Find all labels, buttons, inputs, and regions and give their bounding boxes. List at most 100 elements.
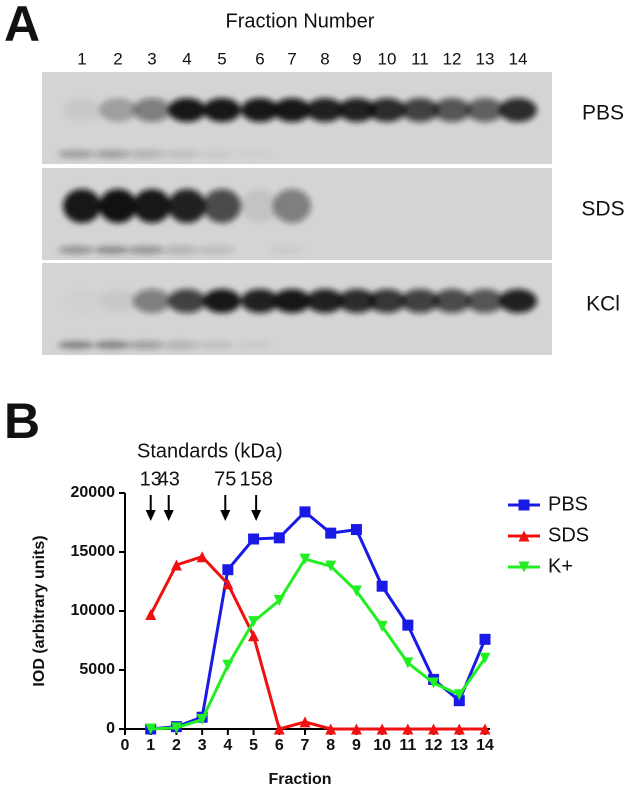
marker [273, 594, 285, 606]
lane-label: 3 [147, 49, 156, 68]
band [273, 189, 311, 223]
marker [402, 723, 414, 735]
lane-label: 7 [287, 49, 296, 68]
lane-label: 12 [443, 49, 462, 68]
band [198, 341, 234, 349]
marker [196, 714, 208, 726]
marker [248, 616, 260, 628]
legend-label: SDS [548, 524, 589, 546]
lane-label: 5 [217, 49, 226, 68]
band [58, 341, 94, 349]
band [168, 289, 206, 313]
x-tick-label: 1 [146, 737, 155, 754]
x-tick-label: 3 [198, 737, 207, 754]
band [433, 98, 471, 122]
legend-label: K+ [548, 555, 573, 577]
band [63, 98, 101, 122]
marker [248, 533, 260, 545]
standard-arrowhead [163, 510, 174, 521]
lane-label: 2 [113, 49, 122, 68]
marker [325, 723, 337, 735]
standard-label: 13 [140, 468, 162, 490]
series-line [149, 555, 485, 731]
y-tick-label: 0 [106, 720, 115, 737]
band [433, 289, 471, 313]
marker [273, 723, 285, 735]
standard-arrowhead [220, 510, 231, 521]
panel-label: A [4, 0, 40, 52]
lane-label: 10 [378, 49, 397, 68]
band [241, 189, 279, 223]
lane-label: 1 [77, 49, 86, 68]
band [99, 289, 137, 313]
y-axis-label: IOD (arbitrary units) [31, 535, 48, 686]
x-tick-label: 10 [373, 737, 391, 754]
blot-title: Fraction Number [226, 10, 375, 32]
x-tick-label: 6 [275, 737, 284, 754]
marker [518, 499, 530, 511]
marker [222, 564, 234, 576]
marker [325, 527, 337, 539]
marker [273, 532, 285, 544]
marker [518, 530, 530, 542]
marker [350, 723, 362, 735]
series-line [150, 557, 487, 731]
blot-bands [58, 98, 537, 158]
band [401, 289, 439, 313]
marker [376, 580, 388, 592]
x-tick-label: 4 [223, 737, 232, 754]
band [338, 98, 376, 122]
panel-label: B [4, 393, 40, 449]
band [163, 246, 199, 254]
blot-label: PBS [582, 102, 624, 125]
lane-label: 13 [476, 49, 495, 68]
band [94, 150, 130, 158]
band [203, 98, 241, 122]
standard-label: 43 [158, 468, 180, 490]
band [401, 98, 439, 122]
standard-label: 158 [239, 468, 272, 490]
band [99, 98, 137, 122]
marker [453, 689, 465, 701]
standard-arrowhead [251, 510, 262, 521]
x-tick-label: 7 [301, 737, 310, 754]
band [368, 289, 406, 313]
band [306, 289, 344, 313]
marker [222, 578, 234, 590]
lane-label: 4 [182, 49, 191, 68]
marker [196, 551, 208, 563]
band [63, 289, 101, 313]
marker [428, 677, 440, 689]
band [368, 98, 406, 122]
x-tick-label: 14 [476, 737, 494, 754]
marker [518, 561, 530, 573]
x-tick-label: 11 [399, 737, 416, 754]
marker [453, 695, 465, 707]
band [499, 98, 537, 122]
lane-label: 8 [320, 49, 329, 68]
marker [248, 630, 260, 642]
marker [299, 716, 311, 728]
band [168, 98, 206, 122]
marker [222, 659, 234, 671]
x-tick-label: 2 [172, 737, 181, 754]
x-tick-label: 8 [326, 737, 335, 754]
marker [453, 723, 465, 735]
x-tick-label: 12 [425, 737, 443, 754]
annotation: Standards (kDa) [137, 440, 283, 462]
band [133, 98, 171, 122]
marker [402, 657, 414, 669]
band [273, 98, 311, 122]
band [338, 289, 376, 313]
y-tick-label: 15000 [71, 543, 116, 560]
blot-bands [58, 289, 537, 349]
marker [350, 585, 362, 597]
x-tick-label: 0 [121, 737, 130, 754]
band [203, 289, 241, 313]
blot-bands [58, 189, 311, 254]
standard-arrowhead [145, 510, 156, 521]
marker [479, 723, 491, 735]
band [163, 341, 199, 349]
